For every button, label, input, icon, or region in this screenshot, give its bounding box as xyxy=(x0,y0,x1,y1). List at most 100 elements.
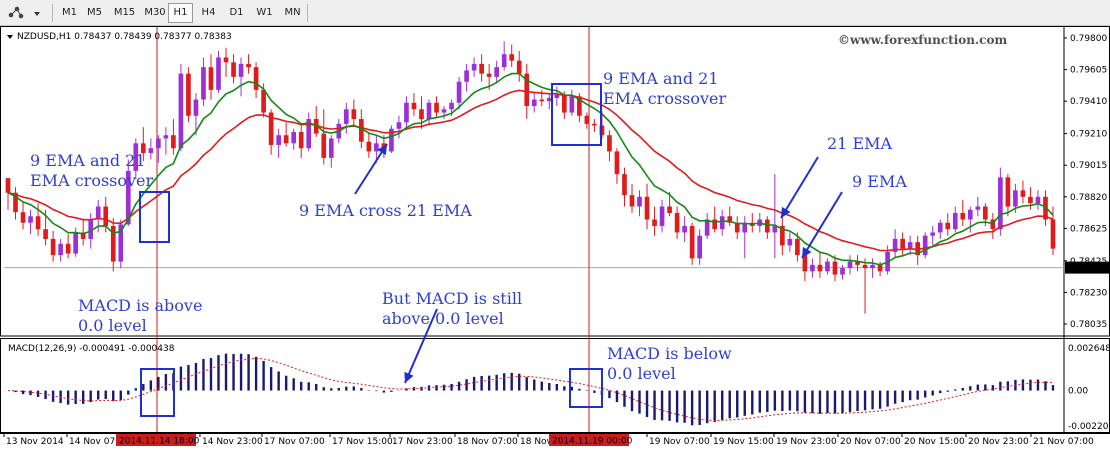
candle-body xyxy=(531,99,537,107)
candle-body xyxy=(396,122,402,129)
time-axis-label: 21 Nov 07:00 xyxy=(1033,437,1094,447)
candle xyxy=(276,128,281,158)
candle-body xyxy=(712,219,718,230)
candle xyxy=(464,63,469,92)
annotation-cross-mid: 9 EMA cross 21 EMA xyxy=(299,201,472,220)
timeframe-h4[interactable]: H4 xyxy=(201,7,216,18)
candle xyxy=(930,225,936,246)
candle xyxy=(780,216,785,256)
candle-body xyxy=(592,123,597,126)
candle-body xyxy=(43,229,48,239)
candle-body xyxy=(321,133,327,158)
candle-body xyxy=(810,264,815,272)
watermark: ©www.forexfunction.com xyxy=(838,33,1007,47)
candle xyxy=(501,41,507,71)
macd-panel-frame xyxy=(0,338,1110,433)
candle-body xyxy=(539,99,545,102)
chart-area[interactable]: 0.79800 0.79605 0.79410 0.79210 0.79015 0.788… xyxy=(0,26,1110,456)
candle-body xyxy=(734,222,740,233)
macd-group xyxy=(7,353,1055,426)
toolbar-separator xyxy=(307,4,308,22)
candle xyxy=(704,213,710,239)
timeframe-m1[interactable]: M1 xyxy=(62,7,77,18)
candle-body xyxy=(546,97,552,102)
candle-body xyxy=(171,135,176,149)
candle-body xyxy=(967,209,973,220)
candle-body xyxy=(689,225,695,259)
macd-box-right xyxy=(569,368,603,408)
candle xyxy=(967,206,973,233)
candle xyxy=(110,217,116,272)
timeframe-d1[interactable]: D1 xyxy=(229,7,244,18)
candle-body xyxy=(1050,219,1056,249)
candle xyxy=(456,76,462,110)
macd-signal-line xyxy=(7,357,1054,422)
annotation-crossover-left-line-2: EMA crossover xyxy=(30,171,154,190)
candle xyxy=(516,50,522,82)
candle xyxy=(171,119,176,155)
timeframe-mn[interactable]: MN xyxy=(284,7,301,18)
time-axis-label: 14 Nov 23:00 xyxy=(202,437,263,447)
toolbar-separator xyxy=(52,4,53,22)
line-tools-icon[interactable] xyxy=(4,3,28,23)
candle-body xyxy=(900,238,905,249)
candle-body xyxy=(186,73,191,116)
candle-body xyxy=(133,143,139,171)
time-axis-label: 20 Nov 23:00 xyxy=(968,437,1029,447)
annotation-macd-above-line-1: MACD is above xyxy=(78,296,202,315)
candle-body xyxy=(832,261,838,275)
candle-body xyxy=(193,99,199,116)
candle-body xyxy=(727,216,733,223)
candle xyxy=(674,206,680,239)
price-axis-label: 0.78820 xyxy=(1070,193,1107,203)
candle xyxy=(637,190,642,217)
candle xyxy=(65,234,71,259)
candle xyxy=(374,135,379,163)
candle-body xyxy=(569,96,575,113)
candle-body xyxy=(456,81,462,103)
arrow-head xyxy=(404,371,414,383)
candle xyxy=(208,54,214,100)
arrow-ema21 xyxy=(780,156,819,219)
chevron-down-icon[interactable] xyxy=(30,3,44,23)
timeframe-m30[interactable]: M30 xyxy=(144,7,166,18)
timeframe-m15[interactable]: M15 xyxy=(113,7,136,18)
candle-body xyxy=(697,235,702,259)
candle-body xyxy=(5,178,11,193)
timeframe-h1[interactable]: H1 xyxy=(168,3,193,23)
candle-body xyxy=(125,170,131,225)
candle-body xyxy=(937,222,943,233)
candle-body xyxy=(328,138,334,158)
candle xyxy=(328,135,334,168)
candle xyxy=(817,251,823,278)
candle-body xyxy=(855,261,860,265)
candle xyxy=(546,93,552,110)
candle xyxy=(1043,190,1048,226)
candle-body xyxy=(58,243,63,256)
candle-body xyxy=(464,70,469,82)
candle-body xyxy=(359,119,364,142)
timeframe-m5[interactable]: M5 xyxy=(87,7,102,18)
annotation-ema9: 9 EMA xyxy=(852,172,907,191)
candle-body xyxy=(922,235,928,256)
candle xyxy=(772,174,778,259)
candle-body xyxy=(306,119,312,149)
candle-body xyxy=(945,222,951,230)
candle-body xyxy=(772,225,778,233)
candle-body xyxy=(351,109,357,120)
current-price-tag xyxy=(1065,261,1110,274)
candle xyxy=(584,112,590,129)
candle xyxy=(990,213,996,239)
candle xyxy=(50,230,56,262)
timeframe-w1[interactable]: W1 xyxy=(256,7,273,18)
crossover-box-left xyxy=(139,191,170,243)
candle-body xyxy=(35,216,41,230)
candle-body xyxy=(584,115,590,124)
axes-group: 0.79800 0.79605 0.79410 0.79210 0.79015 0.788… xyxy=(3,32,1110,447)
candle xyxy=(471,57,477,77)
annotation-crossover-left-line-1: 9 EMA and 21 xyxy=(30,151,146,170)
candle xyxy=(998,167,1003,236)
candle xyxy=(298,125,304,158)
arrow-head xyxy=(377,144,387,156)
